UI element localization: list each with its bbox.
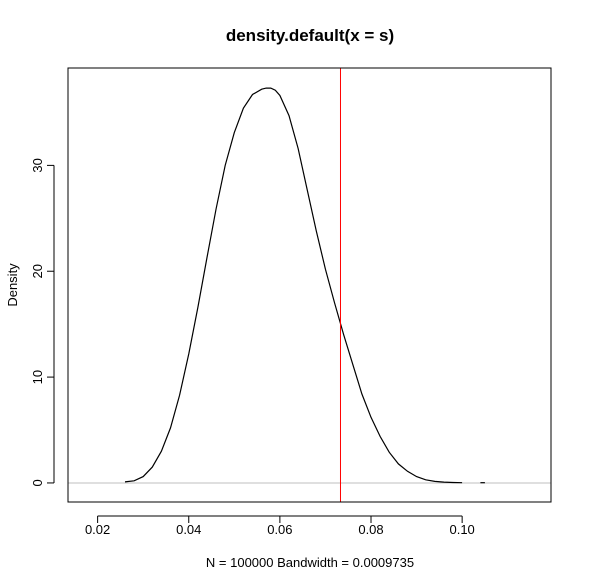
x-tick-label: 0.08: [358, 522, 383, 537]
x-tick-label: 0.06: [267, 522, 292, 537]
chart-title: density.default(x = s): [226, 26, 394, 45]
y-axis-label: Density: [5, 263, 20, 307]
y-tick-label: 10: [30, 370, 45, 384]
x-tick-label: 0.02: [85, 522, 110, 537]
y-tick-label: 20: [30, 264, 45, 278]
x-tick-label: 0.04: [176, 522, 201, 537]
y-tick-label: 0: [30, 479, 45, 486]
y-axis: 0 10 20 30: [30, 158, 55, 487]
density-curve-1: [124, 87, 463, 484]
x-axis: 0.02 0.04 0.06 0.08 0.10: [85, 515, 475, 537]
plot-marks: [68, 68, 551, 502]
x-axis-label: N = 100000 Bandwidth = 0.0009735: [206, 555, 414, 570]
x-tick-label: 0.10: [449, 522, 474, 537]
y-tick-label: 30: [30, 158, 45, 172]
plot-frame: [67, 67, 552, 503]
